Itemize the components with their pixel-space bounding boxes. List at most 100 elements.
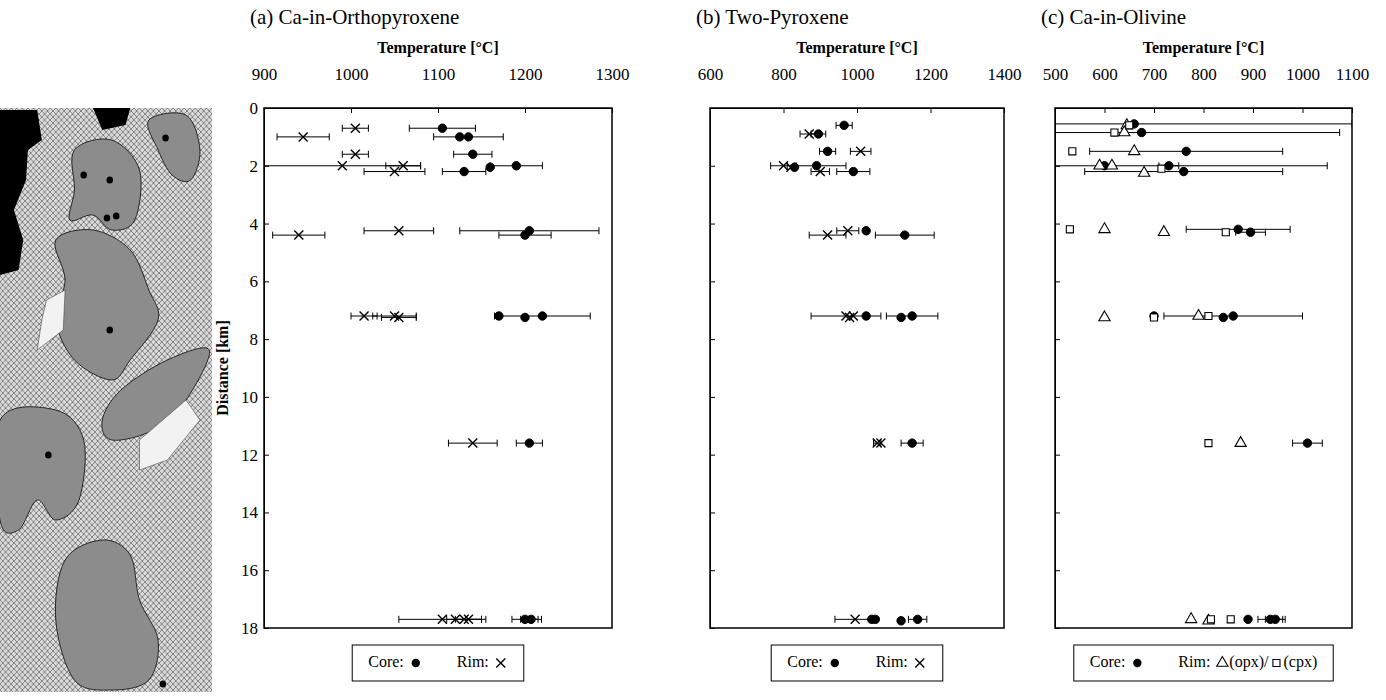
error-bar	[409, 125, 475, 132]
error-bar-line	[521, 616, 542, 623]
point	[1099, 223, 1110, 233]
error-bar-line	[448, 440, 497, 447]
y-axis-title: Distance [km]	[214, 320, 231, 416]
y-tick: 8	[250, 330, 270, 349]
point	[823, 147, 831, 155]
error-bar	[835, 616, 875, 623]
error-bar	[434, 133, 504, 140]
map	[0, 108, 212, 692]
legend-box	[1074, 645, 1333, 681]
error-bar-line	[1055, 120, 1352, 127]
error-bar	[1293, 440, 1323, 447]
error-bar	[447, 616, 482, 623]
error-bar-line	[399, 616, 486, 623]
error-bar-line	[277, 133, 329, 140]
y-tick: 10	[241, 388, 269, 407]
x-tick: 1300	[596, 65, 630, 113]
error-bar-line	[499, 232, 551, 239]
point	[1207, 616, 1214, 623]
point	[856, 147, 865, 156]
map-ground	[0, 108, 212, 692]
x-tick: 1200	[509, 65, 543, 113]
x-axis-title: Temperature [°C]	[377, 39, 498, 57]
point	[1165, 162, 1173, 170]
error-bar	[886, 313, 937, 320]
map-unit	[55, 230, 159, 380]
error-bar-line	[273, 232, 325, 239]
point	[527, 615, 535, 623]
x-tick: 700	[1142, 65, 1168, 113]
point	[1222, 229, 1229, 236]
point	[1099, 311, 1110, 321]
point	[464, 133, 472, 141]
x-tick-label: 1200	[509, 65, 543, 84]
point	[1271, 615, 1279, 623]
point	[394, 226, 403, 235]
x-tick: 1000	[1286, 65, 1320, 113]
map-sample	[106, 327, 113, 334]
point	[294, 231, 303, 240]
error-bar-line	[460, 227, 599, 234]
x-tick: 600	[1092, 65, 1118, 113]
y-tick-label: 10	[241, 388, 258, 407]
x-tick-label: 500	[1043, 65, 1069, 84]
map-unit	[0, 407, 85, 533]
point	[876, 439, 885, 448]
legend-label: Rim:	[876, 653, 908, 670]
error-bar-line	[820, 148, 836, 155]
map-water	[37, 290, 65, 350]
error-bar	[820, 148, 836, 155]
x-tick: 800	[1191, 65, 1217, 113]
legend: Core:Rim:	[771, 645, 943, 681]
y-tick-label: 18	[241, 619, 258, 638]
error-bar	[1164, 313, 1303, 320]
error-bar-line	[886, 313, 937, 320]
error-bar	[1090, 148, 1283, 155]
x-axis: 50060070080090010001100	[1043, 65, 1369, 113]
error-bar	[516, 440, 542, 447]
panel-title: (b) Two-Pyroxene	[696, 5, 849, 29]
point	[399, 161, 408, 170]
series	[1066, 122, 1234, 623]
y-tick: 12	[241, 446, 269, 465]
error-bar	[273, 232, 325, 239]
plot-area	[1055, 119, 1352, 624]
point	[451, 615, 460, 624]
point	[338, 161, 347, 170]
y-tick-label: 12	[241, 446, 258, 465]
error-bar	[908, 616, 926, 623]
series	[264, 124, 497, 624]
x-tick-label: 700	[1142, 65, 1168, 84]
error-bar-line	[1265, 616, 1285, 623]
figure: (a) Ca-in-OrthopyroxeneTemperature [°C]9…	[0, 0, 1386, 700]
series	[771, 130, 886, 624]
error-bar-line	[495, 313, 591, 320]
series	[787, 121, 938, 625]
point	[849, 167, 857, 175]
x-tick: 800	[771, 65, 797, 113]
error-bar-line	[837, 227, 859, 234]
x-tick-label: 1200	[914, 65, 948, 84]
error-bar	[277, 133, 329, 140]
error-bar-line	[364, 227, 434, 234]
point	[1111, 129, 1118, 136]
map-sample	[80, 172, 87, 179]
error-bar	[399, 616, 486, 623]
y-tick-label: 16	[241, 561, 258, 580]
point	[897, 313, 905, 321]
error-bar	[1186, 226, 1290, 233]
error-bar	[874, 440, 881, 447]
point	[805, 130, 814, 139]
error-bar-line	[409, 125, 475, 132]
plot-frame	[1055, 108, 1352, 628]
point	[908, 439, 916, 447]
error-bar-line	[342, 151, 368, 158]
legend-marker	[1273, 659, 1280, 666]
plot-frame	[710, 108, 1004, 628]
point	[525, 439, 533, 447]
point	[1227, 616, 1234, 623]
x-tick-label: 1100	[422, 65, 455, 84]
point	[1158, 226, 1169, 236]
map-sample	[159, 681, 166, 688]
point	[1180, 167, 1188, 175]
